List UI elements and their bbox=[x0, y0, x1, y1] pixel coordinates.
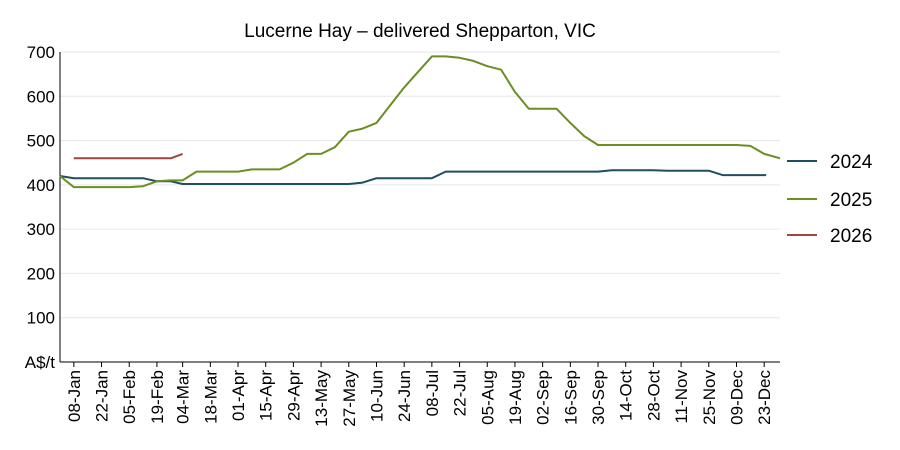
grid-layer bbox=[60, 51, 780, 319]
x-tick-label: 22-Jan bbox=[93, 370, 112, 422]
y-tick-label: A$/t bbox=[25, 353, 56, 372]
x-tick-label: 22-Jul bbox=[451, 370, 470, 416]
legend-label-2026: 2026 bbox=[830, 226, 872, 247]
x-tick-label: 24-Jun bbox=[395, 370, 414, 422]
x-tick-label: 09-Dec bbox=[727, 370, 746, 425]
series-layer bbox=[59, 55, 781, 189]
series-line-2025 bbox=[59, 55, 781, 189]
x-tick-label: 10-Jun bbox=[367, 370, 386, 422]
x-tick-label: 04-Mar bbox=[174, 370, 193, 424]
y-tick-label: 500 bbox=[27, 132, 55, 151]
chart-title: Lucerne Hay – delivered Shepparton, VIC bbox=[244, 21, 596, 42]
x-tick-label: 08-Jul bbox=[423, 370, 442, 416]
axis-layer: A$/t 100 200 300 400 500 600 700 08-Jan 22-Jan 05-… bbox=[25, 43, 780, 427]
x-tick-label: 18-Mar bbox=[201, 370, 220, 424]
legend-label-2025: 2025 bbox=[830, 190, 872, 211]
x-tick-label: 05-Aug bbox=[478, 370, 497, 425]
x-tick-label: 29-Apr bbox=[284, 370, 303, 421]
x-tick-label: 05-Feb bbox=[120, 370, 139, 424]
y-tick-label: 200 bbox=[27, 264, 55, 283]
x-tick-label: 02-Sep bbox=[534, 370, 553, 425]
x-tick-label: 11-Nov bbox=[672, 370, 691, 424]
y-tick-label: 100 bbox=[27, 309, 55, 328]
x-tick-label: 23-Dec bbox=[755, 370, 774, 425]
x-tick-label: 01-Apr bbox=[229, 370, 248, 421]
y-tick-label: 300 bbox=[27, 220, 55, 239]
x-tick-label: 13-May bbox=[312, 370, 331, 427]
x-tick-label: 25-Nov bbox=[700, 370, 719, 425]
x-tick-label: 27-May bbox=[340, 370, 359, 427]
series-line-2026 bbox=[73, 152, 183, 160]
x-tick-label: 19-Aug bbox=[506, 370, 525, 425]
legend: 2024 2025 2026 bbox=[787, 152, 873, 247]
x-tick-label: 14-Oct bbox=[617, 370, 636, 421]
series-line-2024 bbox=[59, 169, 767, 185]
x-tick-label: 28-Oct bbox=[644, 370, 663, 421]
y-tick-label: 400 bbox=[27, 176, 55, 195]
x-tick-label: 16-Sep bbox=[561, 370, 580, 425]
y-tick-label: 700 bbox=[27, 43, 55, 62]
x-tick-label: 30-Sep bbox=[589, 370, 608, 425]
x-tick-label: 15-Apr bbox=[257, 370, 276, 421]
legend-label-2024: 2024 bbox=[830, 152, 873, 173]
x-tick-label: 08-Jan bbox=[65, 370, 84, 422]
x-tick-label: 19-Feb bbox=[148, 370, 167, 424]
y-tick-label: 600 bbox=[27, 87, 55, 106]
